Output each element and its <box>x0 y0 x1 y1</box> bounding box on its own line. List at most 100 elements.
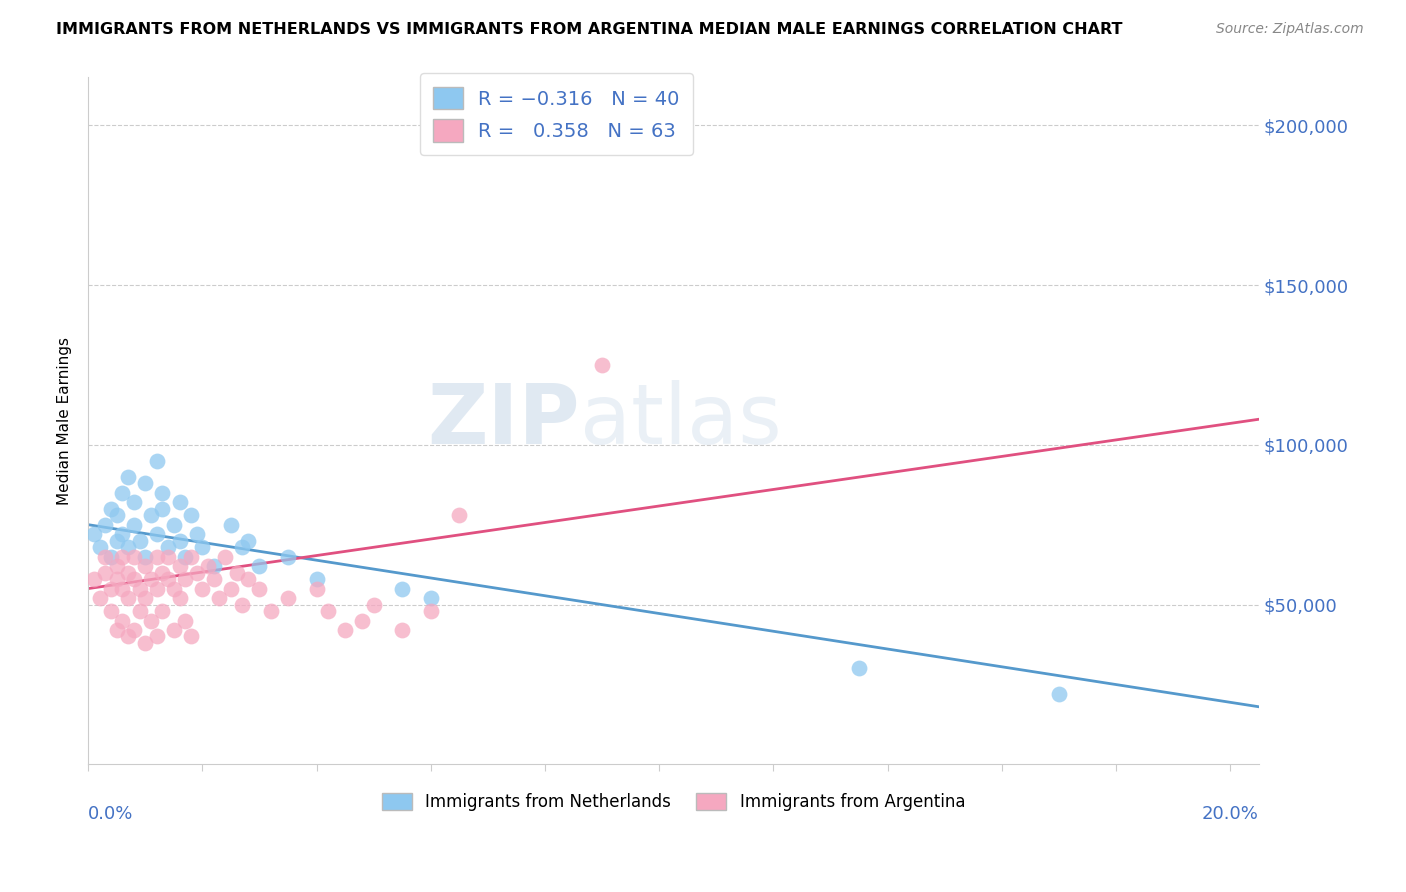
Point <box>191 582 214 596</box>
Text: ZIP: ZIP <box>427 380 579 461</box>
Point <box>111 549 134 564</box>
Point <box>219 517 242 532</box>
Point <box>591 358 613 372</box>
Point <box>134 476 156 491</box>
Legend: Immigrants from Netherlands, Immigrants from Argentina: Immigrants from Netherlands, Immigrants … <box>375 786 972 818</box>
Point <box>150 501 173 516</box>
Point <box>134 636 156 650</box>
Point <box>94 549 117 564</box>
Point <box>419 591 441 606</box>
Point <box>180 630 202 644</box>
Point <box>260 604 283 618</box>
Point <box>174 614 197 628</box>
Point <box>117 566 139 580</box>
Point <box>225 566 247 580</box>
Point <box>277 591 299 606</box>
Point <box>139 572 162 586</box>
Point <box>117 630 139 644</box>
Point <box>231 598 253 612</box>
Point <box>1047 687 1070 701</box>
Point <box>111 527 134 541</box>
Point <box>236 572 259 586</box>
Point <box>128 604 150 618</box>
Point <box>111 485 134 500</box>
Point <box>305 572 328 586</box>
Y-axis label: Median Male Earnings: Median Male Earnings <box>58 337 72 505</box>
Point <box>139 508 162 522</box>
Point <box>105 533 128 548</box>
Point <box>352 614 374 628</box>
Point <box>145 630 167 644</box>
Point <box>122 623 145 637</box>
Point <box>316 604 339 618</box>
Point <box>111 614 134 628</box>
Point <box>89 591 111 606</box>
Point <box>848 661 870 675</box>
Text: Source: ZipAtlas.com: Source: ZipAtlas.com <box>1216 22 1364 37</box>
Point <box>419 604 441 618</box>
Point <box>197 559 219 574</box>
Point <box>157 549 180 564</box>
Point <box>150 604 173 618</box>
Point <box>169 591 191 606</box>
Point <box>122 549 145 564</box>
Point <box>150 485 173 500</box>
Point <box>174 549 197 564</box>
Point <box>391 623 413 637</box>
Point <box>391 582 413 596</box>
Point <box>128 533 150 548</box>
Point <box>105 623 128 637</box>
Point <box>100 582 122 596</box>
Point <box>191 540 214 554</box>
Point <box>180 508 202 522</box>
Point <box>157 572 180 586</box>
Point <box>449 508 471 522</box>
Point <box>105 572 128 586</box>
Point <box>163 517 186 532</box>
Point <box>83 572 105 586</box>
Point <box>163 623 186 637</box>
Point <box>208 591 231 606</box>
Point <box>139 614 162 628</box>
Text: 20.0%: 20.0% <box>1202 805 1258 823</box>
Point <box>117 540 139 554</box>
Point <box>174 572 197 586</box>
Point <box>249 582 271 596</box>
Point <box>363 598 385 612</box>
Point <box>94 566 117 580</box>
Point <box>163 582 186 596</box>
Text: atlas: atlas <box>579 380 782 461</box>
Point <box>186 527 208 541</box>
Point <box>117 469 139 483</box>
Point <box>94 517 117 532</box>
Point <box>169 559 191 574</box>
Point <box>122 517 145 532</box>
Point <box>249 559 271 574</box>
Point <box>122 495 145 509</box>
Point <box>105 559 128 574</box>
Point <box>83 527 105 541</box>
Point <box>117 591 139 606</box>
Point <box>186 566 208 580</box>
Point <box>105 508 128 522</box>
Point <box>157 540 180 554</box>
Text: 0.0%: 0.0% <box>89 805 134 823</box>
Point <box>100 501 122 516</box>
Point <box>134 549 156 564</box>
Point <box>134 591 156 606</box>
Point <box>236 533 259 548</box>
Point <box>180 549 202 564</box>
Point <box>111 582 134 596</box>
Point <box>219 582 242 596</box>
Point <box>145 527 167 541</box>
Point <box>100 604 122 618</box>
Point <box>134 559 156 574</box>
Point <box>231 540 253 554</box>
Point <box>305 582 328 596</box>
Point <box>100 549 122 564</box>
Point <box>202 572 225 586</box>
Point <box>128 582 150 596</box>
Text: IMMIGRANTS FROM NETHERLANDS VS IMMIGRANTS FROM ARGENTINA MEDIAN MALE EARNINGS CO: IMMIGRANTS FROM NETHERLANDS VS IMMIGRANT… <box>56 22 1123 37</box>
Point <box>145 549 167 564</box>
Point <box>214 549 236 564</box>
